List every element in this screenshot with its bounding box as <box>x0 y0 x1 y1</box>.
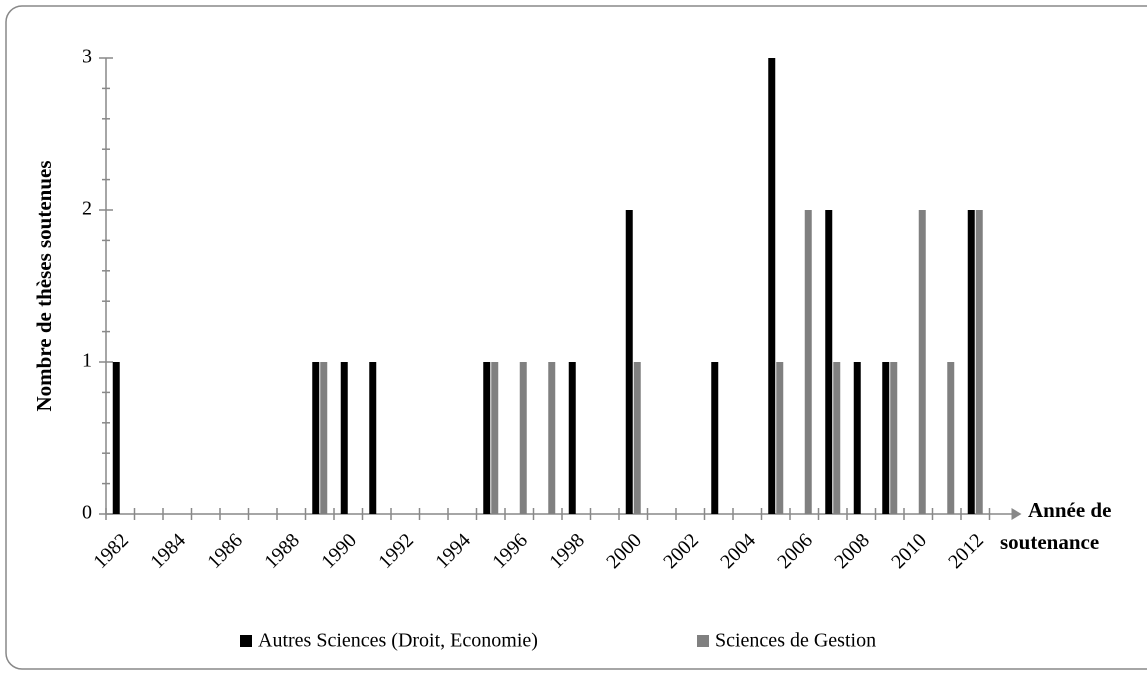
bar <box>491 362 499 514</box>
bar <box>975 210 983 514</box>
bar <box>882 362 890 514</box>
bar <box>768 58 776 514</box>
y-tick-label: 0 <box>82 502 92 524</box>
legend-label: Autres Sciences (Droit, Economie) <box>258 630 538 652</box>
x-axis-arrow <box>1011 508 1022 520</box>
bar <box>112 362 120 514</box>
bar <box>918 210 926 514</box>
bar <box>776 362 784 514</box>
bar <box>320 362 328 514</box>
bar <box>633 362 641 514</box>
bar <box>890 362 898 514</box>
bar <box>711 362 719 514</box>
bar <box>625 210 633 514</box>
bar <box>967 210 975 514</box>
bar <box>825 210 833 514</box>
bar <box>340 362 348 514</box>
chart-frame <box>5 5 1147 670</box>
bar <box>312 362 320 514</box>
bar <box>519 362 527 514</box>
bar <box>548 362 556 514</box>
y-tick-label: 1 <box>82 350 92 372</box>
bar <box>369 362 377 514</box>
bar <box>853 362 861 514</box>
y-axis-label: Nombre de thèses soutenues <box>32 160 56 411</box>
y-tick-label: 3 <box>82 46 92 68</box>
bar <box>483 362 491 514</box>
legend-label: Sciences de Gestion <box>715 630 876 652</box>
bar <box>947 362 955 514</box>
y-tick-label: 2 <box>82 198 92 220</box>
legend-swatch <box>240 635 252 647</box>
bar <box>568 362 576 514</box>
legend-swatch <box>697 635 709 647</box>
x-axis-label: Année de <box>1028 498 1111 522</box>
x-axis-label: soutenance <box>1000 530 1099 554</box>
bar <box>833 362 841 514</box>
bar <box>804 210 812 514</box>
